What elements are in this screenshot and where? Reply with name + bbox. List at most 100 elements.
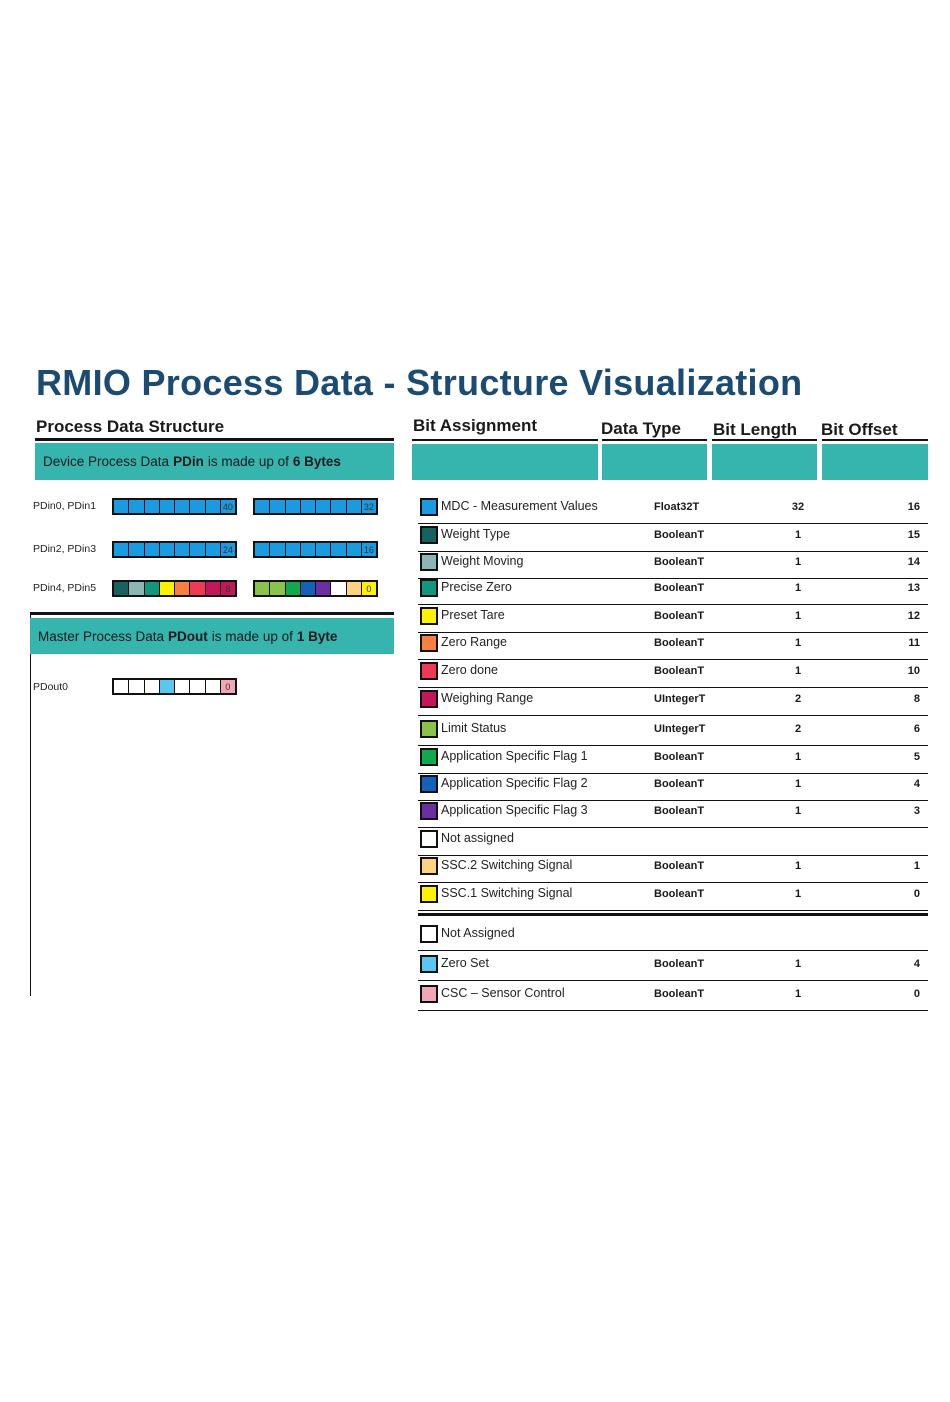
left-vertical-rule xyxy=(30,612,31,996)
bit-name: Weight Type xyxy=(441,527,511,541)
bit-cell: 32 xyxy=(361,500,376,513)
row-rule xyxy=(418,603,928,605)
bit-offset: 6 xyxy=(913,723,920,735)
color-swatch xyxy=(420,885,438,903)
color-swatch xyxy=(420,985,438,1003)
bit-cell: 40 xyxy=(220,500,235,513)
bit-offset: 10 xyxy=(907,665,920,677)
color-swatch xyxy=(420,857,438,875)
col-rule-3 xyxy=(712,439,817,441)
bit-assignment-row: Zero Set BooleanT 1 4 xyxy=(418,955,928,981)
row-rule xyxy=(418,909,928,911)
bit-cell xyxy=(190,680,206,693)
bit-cell xyxy=(331,543,347,556)
bit-length: 1 xyxy=(794,860,802,872)
bit-offset: 5 xyxy=(913,751,920,763)
bit-assignment-row: Preset Tare BooleanT 1 12 xyxy=(418,607,928,633)
bit-assignment-row: Zero done BooleanT 1 10 xyxy=(418,662,928,688)
row-rule xyxy=(418,744,928,746)
bit-cell xyxy=(114,500,130,513)
bit-length: 1 xyxy=(794,665,802,677)
bit-length: 1 xyxy=(794,988,802,1000)
data-type: BooleanT xyxy=(654,988,705,1000)
bit-cell xyxy=(346,582,362,595)
bit-name: MDC - Measurement Values xyxy=(441,499,598,513)
bit-offset: 1 xyxy=(913,860,920,872)
pdin-banner: Device Process Data PDin is made up of 6… xyxy=(35,443,394,480)
row-rule xyxy=(418,826,928,828)
col-rule-4 xyxy=(822,439,928,441)
bit-cell xyxy=(175,543,191,556)
pdout-banner-bold1: PDout xyxy=(168,628,208,644)
pdin-banner-pre: Device Process Data xyxy=(43,454,170,469)
pdin-byte-low: 16 xyxy=(253,541,378,558)
bit-cell xyxy=(159,500,175,513)
color-swatch xyxy=(420,830,438,848)
bit-cell xyxy=(331,500,347,513)
bit-offset: 4 xyxy=(913,958,920,970)
data-type: BooleanT xyxy=(654,556,705,568)
bit-cell xyxy=(205,543,221,556)
data-type: BooleanT xyxy=(654,665,705,677)
row-rule xyxy=(418,799,928,801)
bit-assignment-row: CSC – Sensor Control BooleanT 1 0 xyxy=(418,985,928,1011)
bit-cell xyxy=(285,500,301,513)
bit-cell: 16 xyxy=(361,543,376,556)
data-type: BooleanT xyxy=(654,888,705,900)
bit-index-label: 32 xyxy=(363,501,374,512)
bit-cell: 0 xyxy=(361,582,376,595)
data-type: BooleanT xyxy=(654,637,705,649)
bit-length: 1 xyxy=(794,582,802,594)
data-type: UIntegerT xyxy=(654,723,706,735)
bit-offset: 12 xyxy=(907,610,920,622)
bit-cell xyxy=(205,582,221,595)
bit-cell xyxy=(346,500,362,513)
data-type: BooleanT xyxy=(654,958,705,970)
bit-cell xyxy=(270,543,286,556)
bit-cell xyxy=(129,500,145,513)
bit-name: CSC – Sensor Control xyxy=(441,986,565,1000)
bit-assignment-row: Application Specific Flag 3 BooleanT 1 3 xyxy=(418,802,928,828)
bit-assignment-row: Application Specific Flag 1 BooleanT 1 5 xyxy=(418,748,928,774)
bit-length: 2 xyxy=(794,693,802,705)
bit-offset: 13 xyxy=(907,582,920,594)
col-head-bit-assignment: Bit Assignment xyxy=(413,416,538,435)
bit-length: 1 xyxy=(794,888,802,900)
bit-length: 1 xyxy=(794,610,802,622)
bit-cell xyxy=(285,582,301,595)
bit-assignment-row: SSC.2 Switching Signal BooleanT 1 1 xyxy=(418,857,928,883)
bit-cell xyxy=(114,582,130,595)
row-rule xyxy=(418,949,928,951)
bit-cell xyxy=(129,543,145,556)
bit-cell xyxy=(190,543,206,556)
color-swatch xyxy=(420,579,438,597)
bit-cell xyxy=(270,500,286,513)
color-swatch xyxy=(420,802,438,820)
bit-index-label: 16 xyxy=(363,544,374,555)
row-rule xyxy=(418,881,928,883)
bit-length: 32 xyxy=(791,501,805,513)
color-swatch xyxy=(420,775,438,793)
data-type: Float32T xyxy=(654,501,700,513)
bit-index-label: 8 xyxy=(225,583,231,594)
data-type: BooleanT xyxy=(654,805,705,817)
bit-cell xyxy=(270,582,286,595)
bit-name: Zero done xyxy=(441,663,498,677)
color-swatch xyxy=(420,955,438,973)
bit-cell xyxy=(255,582,271,595)
bit-name: Zero Range xyxy=(441,635,508,649)
bit-name: Application Specific Flag 3 xyxy=(441,803,588,817)
color-swatch xyxy=(420,720,438,738)
bit-assignment-row: Precise Zero BooleanT 1 13 xyxy=(418,579,928,605)
bit-cell xyxy=(175,582,191,595)
pdout-banner-mid: is made up of xyxy=(211,628,293,644)
data-type: BooleanT xyxy=(654,751,705,763)
bit-cell xyxy=(159,680,175,693)
pdin-byte-low: 0 xyxy=(253,580,378,597)
bit-cell: 24 xyxy=(220,543,235,556)
row-rule xyxy=(418,1009,928,1011)
bit-cell xyxy=(331,582,347,595)
bit-offset: 0 xyxy=(913,988,920,1000)
bit-index-label: 0 xyxy=(366,583,372,594)
bit-assignment-row: MDC - Measurement Values Float32T 32 16 xyxy=(418,498,928,524)
